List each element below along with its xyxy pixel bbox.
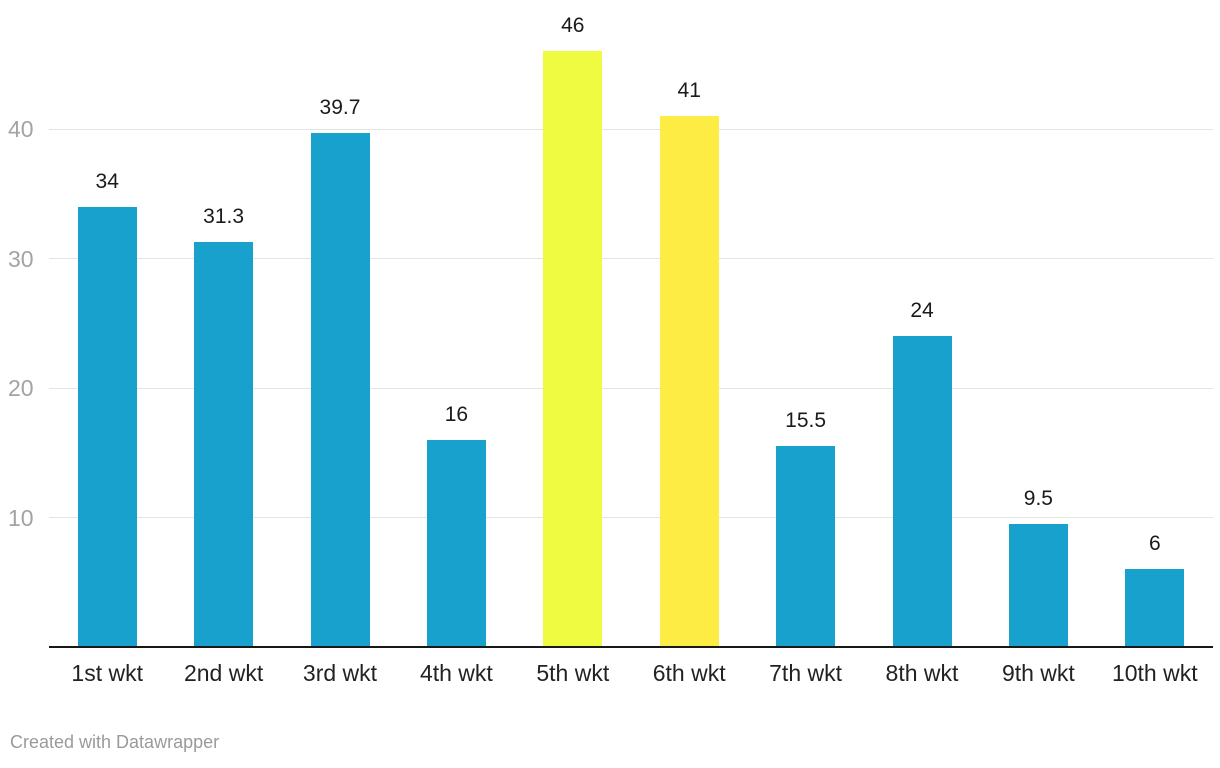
bar (194, 241, 254, 647)
bar (77, 206, 137, 647)
x-axis-label: 7th wkt (769, 660, 843, 686)
x-axis-label: 5th wkt (536, 660, 610, 686)
bar-value-label: 41 (677, 79, 701, 103)
bar (1125, 569, 1185, 647)
y-tick-label: 20 (8, 375, 34, 401)
gridline (49, 387, 1213, 389)
gridline (49, 258, 1213, 259)
bar (426, 439, 486, 647)
x-axis-label: 8th wkt (885, 660, 959, 686)
bar-value-label: 46 (561, 14, 585, 38)
bar (659, 116, 719, 647)
x-axis-label: 1st wkt (71, 660, 143, 686)
y-tick-label: 40 (8, 116, 34, 142)
datawrapper-attribution-link[interactable]: Created with Datawrapper (10, 732, 220, 752)
bar-value-label: 15.5 (785, 409, 827, 433)
bar (310, 132, 370, 647)
bar (543, 51, 603, 647)
x-axis-label: 4th wkt (419, 660, 493, 686)
y-tick-label: 10 (8, 504, 34, 531)
gridline (49, 128, 1213, 130)
x-axis-baseline (49, 646, 1213, 648)
bar-value-label: 6 (1148, 532, 1161, 556)
bar-value-label: 24 (910, 299, 934, 323)
x-axis-label: 10th wkt (1111, 660, 1198, 686)
x-axis-label: 2nd wkt (183, 660, 264, 686)
x-axis-label: 9th wkt (1001, 660, 1075, 686)
y-tick-label: 30 (8, 245, 34, 272)
bar (776, 446, 836, 647)
bar-value-label: 31.3 (203, 204, 245, 228)
bar-value-label: 39.7 (319, 95, 361, 119)
bar (892, 336, 952, 647)
x-axis-label: 6th wkt (652, 660, 726, 686)
x-axis-label: 3rd wkt (302, 660, 378, 686)
gridline (49, 517, 1213, 518)
bar-value-label: 9.5 (1023, 486, 1053, 510)
bar-value-label: 16 (444, 402, 469, 426)
bar (1008, 523, 1068, 647)
bar-value-label: 34 (95, 169, 119, 193)
